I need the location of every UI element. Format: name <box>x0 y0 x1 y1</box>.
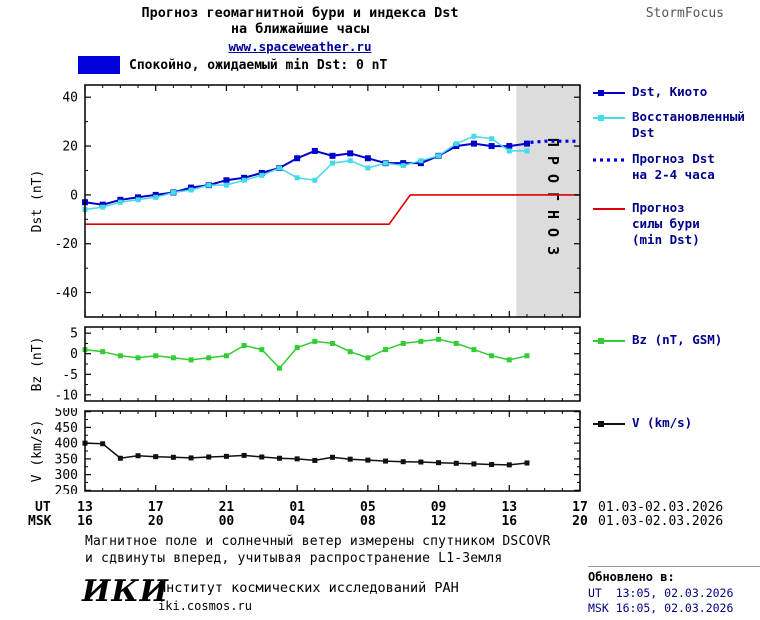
legend-label: V (km/s) <box>632 415 693 430</box>
updated-ut: UT 13:05, 02.03.2026 <box>588 586 734 600</box>
iki-logo: ИКИ <box>82 574 169 609</box>
forecast-band-label: ПРОГНОЗ <box>544 138 562 264</box>
legend-swatch <box>593 208 625 210</box>
y-tick-label: 40 <box>62 91 78 106</box>
iki-link[interactable]: iki.cosmos.ru <box>158 599 252 613</box>
series-line <box>84 135 527 211</box>
x-tick-label: 05 <box>360 500 376 515</box>
legend-item: Dst, Киото <box>592 84 707 100</box>
axis-unit-label: UT <box>35 500 51 515</box>
page-title: Прогноз геомагнитной бури и индекса Dst … <box>0 5 600 55</box>
title-line2: на ближайшие часы <box>230 21 370 37</box>
institute-name: Институт космических исследований РАН <box>158 580 459 596</box>
x-tick-label: 16 <box>77 514 93 529</box>
updated-panel: Обновлено в: UT 13:05, 02.03.2026 MSK 16… <box>588 566 760 616</box>
chart-legend: Dst, Киото Восстановленный Dst Прогноз Dst… <box>592 0 760 540</box>
legend-label: Dst, Киото <box>632 84 708 99</box>
series-line <box>530 139 577 144</box>
legend-label: Прогноз силы бури (min Dst) <box>632 200 700 247</box>
x-tick-label: 20 <box>147 514 164 529</box>
series-line <box>84 442 528 466</box>
updated-msk: MSK 16:05, 02.03.2026 <box>588 601 734 615</box>
status-label: Спокойно, ожидаемый min Dst: 0 nT <box>129 57 388 73</box>
axis-date-range: 01.03-02.03.2026 <box>598 514 724 529</box>
legend-item: V (km/s) <box>592 415 692 431</box>
spaceweather-link[interactable]: www.spaceweather.ru <box>228 39 372 54</box>
y-tick-label: 500 <box>55 408 78 420</box>
footnote-line2: и сдвинуты вперед, учитывая распростране… <box>85 551 503 566</box>
bz-chart: 5 0 -5 -10 Bz (nT) <box>30 326 581 403</box>
series-line <box>85 194 580 225</box>
legend-item: Восстановленный Dst <box>592 109 745 141</box>
y-tick-label: 20 <box>62 140 78 155</box>
updated-label: Обновлено в: <box>588 570 675 584</box>
legend-swatch <box>593 90 625 96</box>
legend-item: Bz (nT, GSM) <box>592 332 722 348</box>
legend-swatch <box>593 115 625 121</box>
legend-item: Прогноз Dst на 2-4 часа <box>592 151 715 183</box>
status-color-swatch <box>78 56 120 74</box>
brand-label: StormFocus <box>645 6 724 21</box>
y-tick-label: 300 <box>55 468 78 483</box>
legend-item: Прогноз силы бури (min Dst) <box>592 200 700 248</box>
axis-date-range: 01.03-02.03.2026 <box>598 500 724 515</box>
legend-label: Прогноз Dst на 2-4 часа <box>632 151 715 182</box>
y-axis-label: Bz (nT) <box>30 337 45 392</box>
status-banner: Спокойно, ожидаемый min Dst: 0 nT <box>78 56 387 74</box>
y-tick-label: 5 <box>70 327 78 342</box>
msk-axis-row: MSK 16 20 00 04 08 12 16 20 01.03-02.03.2026 <box>0 514 760 530</box>
x-tick-label: 04 <box>289 514 305 529</box>
x-tick-label: 00 <box>218 514 235 529</box>
y-tick-label: 400 <box>55 437 78 452</box>
ut-axis-row: UT 13 17 21 01 05 09 13 17 01.03-02.03.2026 <box>0 500 760 516</box>
x-tick-label: 20 <box>572 514 588 529</box>
legend-swatch <box>593 421 625 427</box>
x-tick-label: 21 <box>218 500 235 515</box>
legend-label: Восстановленный Dst <box>632 109 745 140</box>
x-tick-label: 01 <box>289 500 305 515</box>
x-tick-label: 08 <box>360 514 376 529</box>
x-tick-label: 09 <box>430 500 447 515</box>
y-tick-label: 0 <box>70 188 78 203</box>
x-tick-label: 12 <box>430 514 447 529</box>
y-axis-label: V (km/s) <box>30 420 45 483</box>
x-tick-label: 13 <box>501 500 518 515</box>
legend-swatch <box>593 338 625 344</box>
axis-unit-label: MSK <box>28 514 52 529</box>
y-tick-label: -20 <box>55 237 78 252</box>
y-tick-label: -40 <box>55 286 78 301</box>
y-tick-label: 350 <box>55 452 78 467</box>
title-line1: Прогноз геомагнитной бури и индекса Dst <box>141 5 459 21</box>
y-tick-label: -10 <box>55 388 78 403</box>
x-tick-label: 17 <box>572 500 588 515</box>
footnote-line1: Магнитное поле и солнечный ветер измерен… <box>85 534 551 549</box>
series-line <box>84 338 528 370</box>
y-tick-label: 250 <box>55 484 78 494</box>
y-tick-label: 0 <box>70 347 78 362</box>
y-tick-label: 450 <box>55 421 78 436</box>
dst-chart: ПРОГНОЗ 40 20 0 -20 -40 Dst (nT) <box>30 84 581 318</box>
legend-swatch <box>593 158 625 162</box>
y-tick-label: -5 <box>62 368 78 383</box>
legend-label: Bz (nT, GSM) <box>632 332 723 347</box>
x-tick-label: 17 <box>147 500 164 515</box>
x-tick-label: 13 <box>77 500 93 515</box>
y-axis-label: Dst (nT) <box>30 170 45 233</box>
x-tick-label: 16 <box>501 514 518 529</box>
